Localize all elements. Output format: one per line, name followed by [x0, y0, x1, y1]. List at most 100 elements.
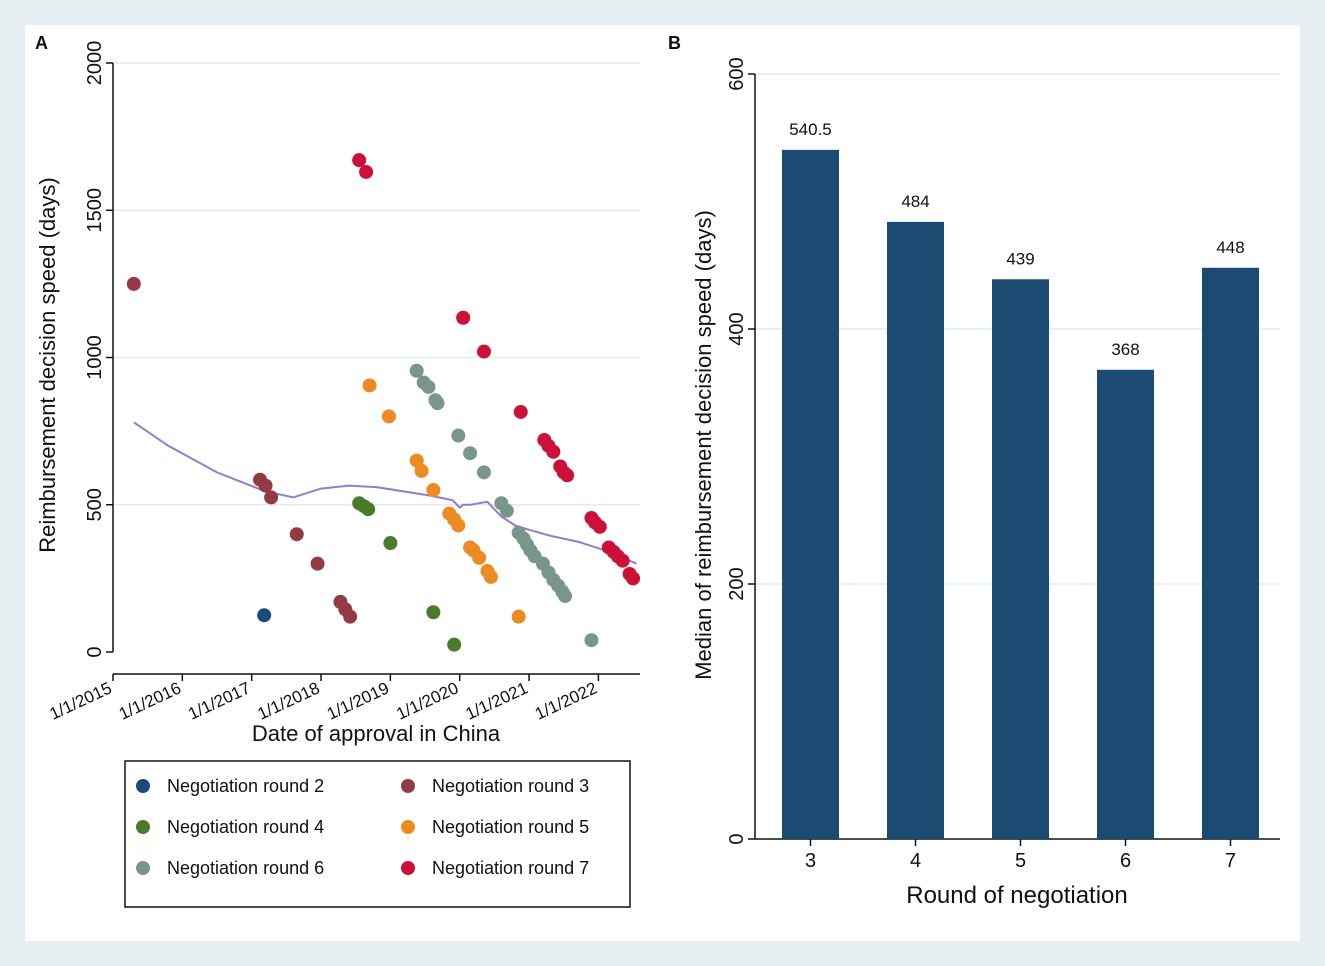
scatter-point-round-7 — [615, 553, 630, 568]
scatter-point-round-3 — [258, 478, 273, 493]
scatter-point-round-5 — [511, 609, 526, 624]
scatter-point-round-3 — [343, 609, 358, 624]
scatter-point-round-6 — [476, 465, 491, 480]
panel-a-y-tick-label: 2000 — [84, 41, 106, 86]
panel-a-y-tick-label: 0 — [84, 646, 106, 657]
bar-value-label: 484 — [901, 192, 929, 211]
legend-box — [124, 760, 631, 908]
scatter-point-round-6 — [430, 396, 445, 411]
scatter-point-round-4 — [426, 605, 441, 620]
scatter-point-round-6 — [584, 633, 599, 648]
panel-b-y-tick-label: 0 — [726, 833, 748, 844]
scatter-point-round-6 — [409, 363, 424, 378]
panel-a-x-ticks: 1/1/2015 1/1/2016 1/1/2017 1/1/2018 1/1/2019… — [47, 674, 600, 724]
scatter-point-round-7 — [592, 519, 607, 534]
scatter-point-round-3 — [289, 527, 304, 542]
panel-a-x-tick-label: 1/1/2020 — [393, 678, 461, 723]
scatter-point-round-7 — [476, 344, 491, 359]
bar-value-label: 540.5 — [789, 120, 832, 139]
panel-a-x-tick-label: 1/1/2021 — [463, 678, 531, 723]
panel-a-trend-line — [133, 421, 637, 565]
legend-marker — [136, 820, 150, 834]
scatter-point-round-7 — [456, 310, 471, 325]
panel-b-label: B — [668, 33, 681, 53]
legend-label: Negotiation round 3 — [432, 776, 589, 796]
panel-b-y-tick-label: 400 — [726, 312, 748, 345]
scatter-point-round-7 — [546, 444, 561, 459]
panel-a-x-tick-label: 1/1/2022 — [532, 678, 600, 723]
bar-value-label: 439 — [1006, 249, 1034, 268]
legend-label: Negotiation round 5 — [432, 817, 589, 837]
scatter-point-round-5 — [381, 409, 396, 424]
scatter-point-round-3 — [264, 490, 279, 505]
panel-b: B 0 200 400 600 540.5 3 484 4 439 5 368 6 448 7 Medi… — [668, 33, 1280, 909]
scatter-point-round-2 — [257, 608, 272, 623]
scatter-point-round-4 — [383, 536, 398, 551]
panel-b-y-ticks: 0 200 400 600 — [726, 57, 755, 845]
panel-a-x-axis-label: Date of approval in China — [252, 721, 501, 746]
scatter-point-round-3 — [126, 276, 141, 291]
panel-a-x-tick-label: 1/1/2017 — [185, 678, 253, 723]
scatter-point-round-4 — [447, 637, 462, 652]
legend-marker — [136, 861, 150, 875]
bar-value-label: 368 — [1111, 340, 1139, 359]
panel-b-y-tick-label: 600 — [726, 57, 748, 90]
bar-round-7 — [1202, 267, 1259, 839]
bar-round-6 — [1097, 369, 1154, 839]
legend-label: Negotiation round 2 — [167, 776, 324, 796]
panel-a-scatter-points — [126, 153, 641, 652]
scatter-point-round-5 — [483, 569, 498, 584]
legend-marker — [401, 820, 415, 834]
bar-round-3 — [782, 149, 839, 840]
scatter-point-round-3 — [310, 556, 325, 571]
legend-label: Negotiation round 6 — [167, 858, 324, 878]
panel-a-legend: Negotiation round 2 Negotiation round 3 Ne… — [124, 760, 631, 908]
scatter-point-round-6 — [499, 503, 514, 518]
bar-round-4 — [887, 221, 944, 839]
panel-b-x-tick-label: 7 — [1225, 850, 1236, 872]
panel-b-x-tick-label: 3 — [805, 850, 816, 872]
scatter-point-round-7 — [626, 571, 641, 586]
scatter-point-round-5 — [414, 463, 429, 478]
panel-a-y-tick-label: 500 — [84, 488, 106, 521]
scatter-point-round-4 — [361, 502, 376, 517]
bar-value-label: 448 — [1216, 238, 1244, 257]
scatter-point-round-5 — [362, 378, 377, 393]
panel-b-x-tick-label: 4 — [910, 850, 921, 872]
scatter-point-round-5 — [451, 518, 466, 533]
panel-a-y-tick-label: 1000 — [84, 335, 106, 380]
panel-a-x-tick-label: 1/1/2019 — [324, 678, 392, 723]
scatter-point-round-6 — [463, 446, 478, 461]
scatter-point-round-7 — [352, 153, 367, 168]
panel-a-gridlines — [113, 62, 640, 506]
scatter-point-round-7 — [513, 404, 528, 419]
panel-b-y-axis-label: Median of reimbursement decision speed (… — [691, 210, 716, 680]
panel-a-x-tick-label: 1/1/2015 — [47, 678, 115, 723]
scatter-point-round-5 — [426, 483, 441, 498]
legend-marker — [136, 779, 150, 793]
panel-a-y-tick-label: 1500 — [84, 188, 106, 233]
figure-frame: A 0 500 1000 1500 2000 1/1/2015 1/1/2016 1/1/2… — [25, 25, 1300, 941]
panel-a-y-axis-label: Reimbursement decision speed (days) — [35, 177, 60, 552]
scatter-point-round-5 — [472, 550, 487, 565]
legend-marker — [401, 779, 415, 793]
scatter-point-round-6 — [451, 428, 466, 443]
panel-a-y-ticks: 0 500 1000 1500 2000 — [84, 41, 113, 658]
panel-b-x-axis-label: Round of negotiation — [906, 882, 1128, 909]
panel-a-label: A — [35, 33, 48, 53]
panel-b-x-tick-label: 6 — [1120, 850, 1131, 872]
legend-label: Negotiation round 4 — [167, 817, 324, 837]
scatter-point-round-6 — [421, 379, 436, 394]
panel-a-x-tick-label: 1/1/2018 — [255, 678, 323, 723]
panel-b-y-tick-label: 200 — [726, 567, 748, 600]
scatter-point-round-7 — [359, 164, 374, 179]
panel-b-bars: 540.5 3 484 4 439 5 368 6 448 7 — [782, 120, 1259, 872]
legend-marker — [401, 861, 415, 875]
scatter-point-round-6 — [558, 589, 573, 604]
bar-round-5 — [992, 279, 1049, 839]
panel-a-x-tick-label: 1/1/2016 — [116, 678, 184, 723]
scatter-point-round-7 — [560, 468, 575, 483]
legend-label: Negotiation round 7 — [432, 858, 589, 878]
